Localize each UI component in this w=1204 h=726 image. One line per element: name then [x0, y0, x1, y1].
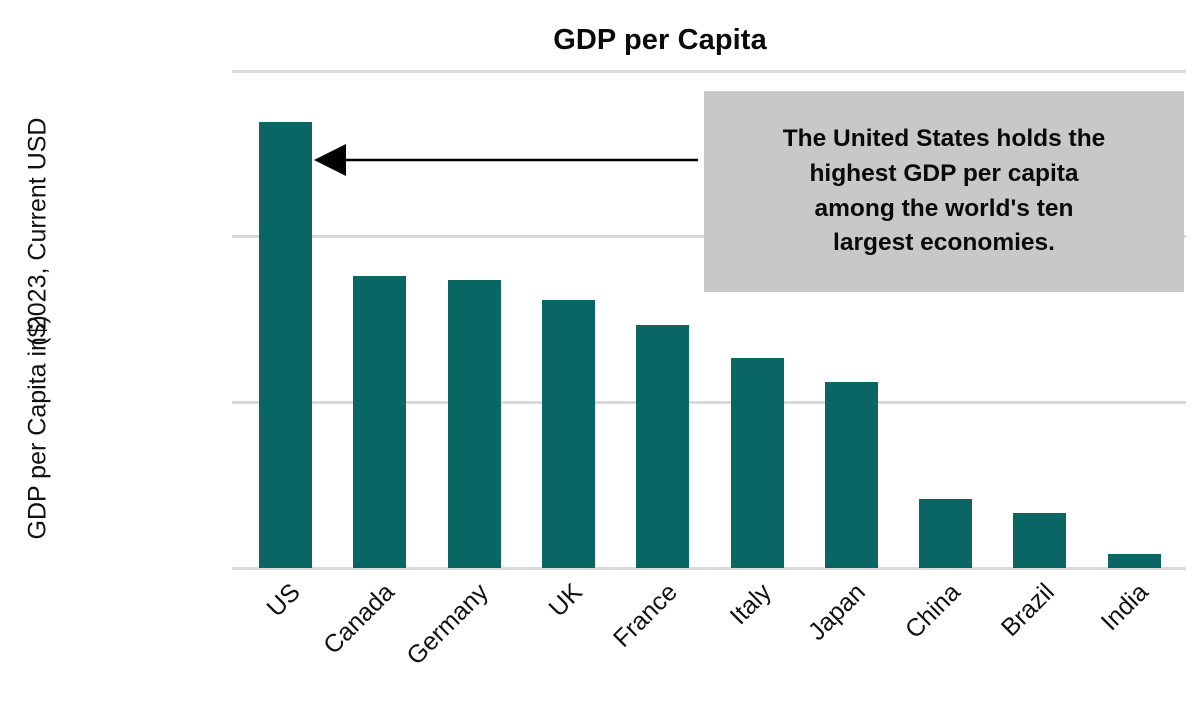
bar-china — [919, 498, 973, 568]
x-axis-tick-labels: US Canada Germany UK France Italy Japan China Br… — [0, 578, 1204, 718]
bar-japan — [824, 381, 878, 568]
bar-india — [1107, 553, 1161, 568]
bar-canada — [353, 275, 407, 568]
page-title: GDP per Capita — [553, 24, 767, 56]
annotation-box: The United States holds the highest GDP p… — [704, 91, 1184, 292]
plot-area: 030,00060,00090,000 — [232, 69, 1186, 570]
bar-italy — [730, 357, 784, 568]
bar-brazil — [1013, 512, 1067, 568]
bar-uk — [541, 300, 595, 568]
gridline — [232, 400, 1186, 404]
y-axis-title-units: ($) — [23, 315, 52, 346]
bar-us — [259, 121, 312, 568]
gridline — [232, 566, 1186, 570]
gridline — [232, 69, 1186, 73]
bar-france — [636, 324, 690, 568]
annotation-arrow-icon — [314, 144, 698, 176]
bar-germany — [447, 279, 501, 568]
annotation-text: The United States holds the highest GDP p… — [782, 124, 1106, 257]
